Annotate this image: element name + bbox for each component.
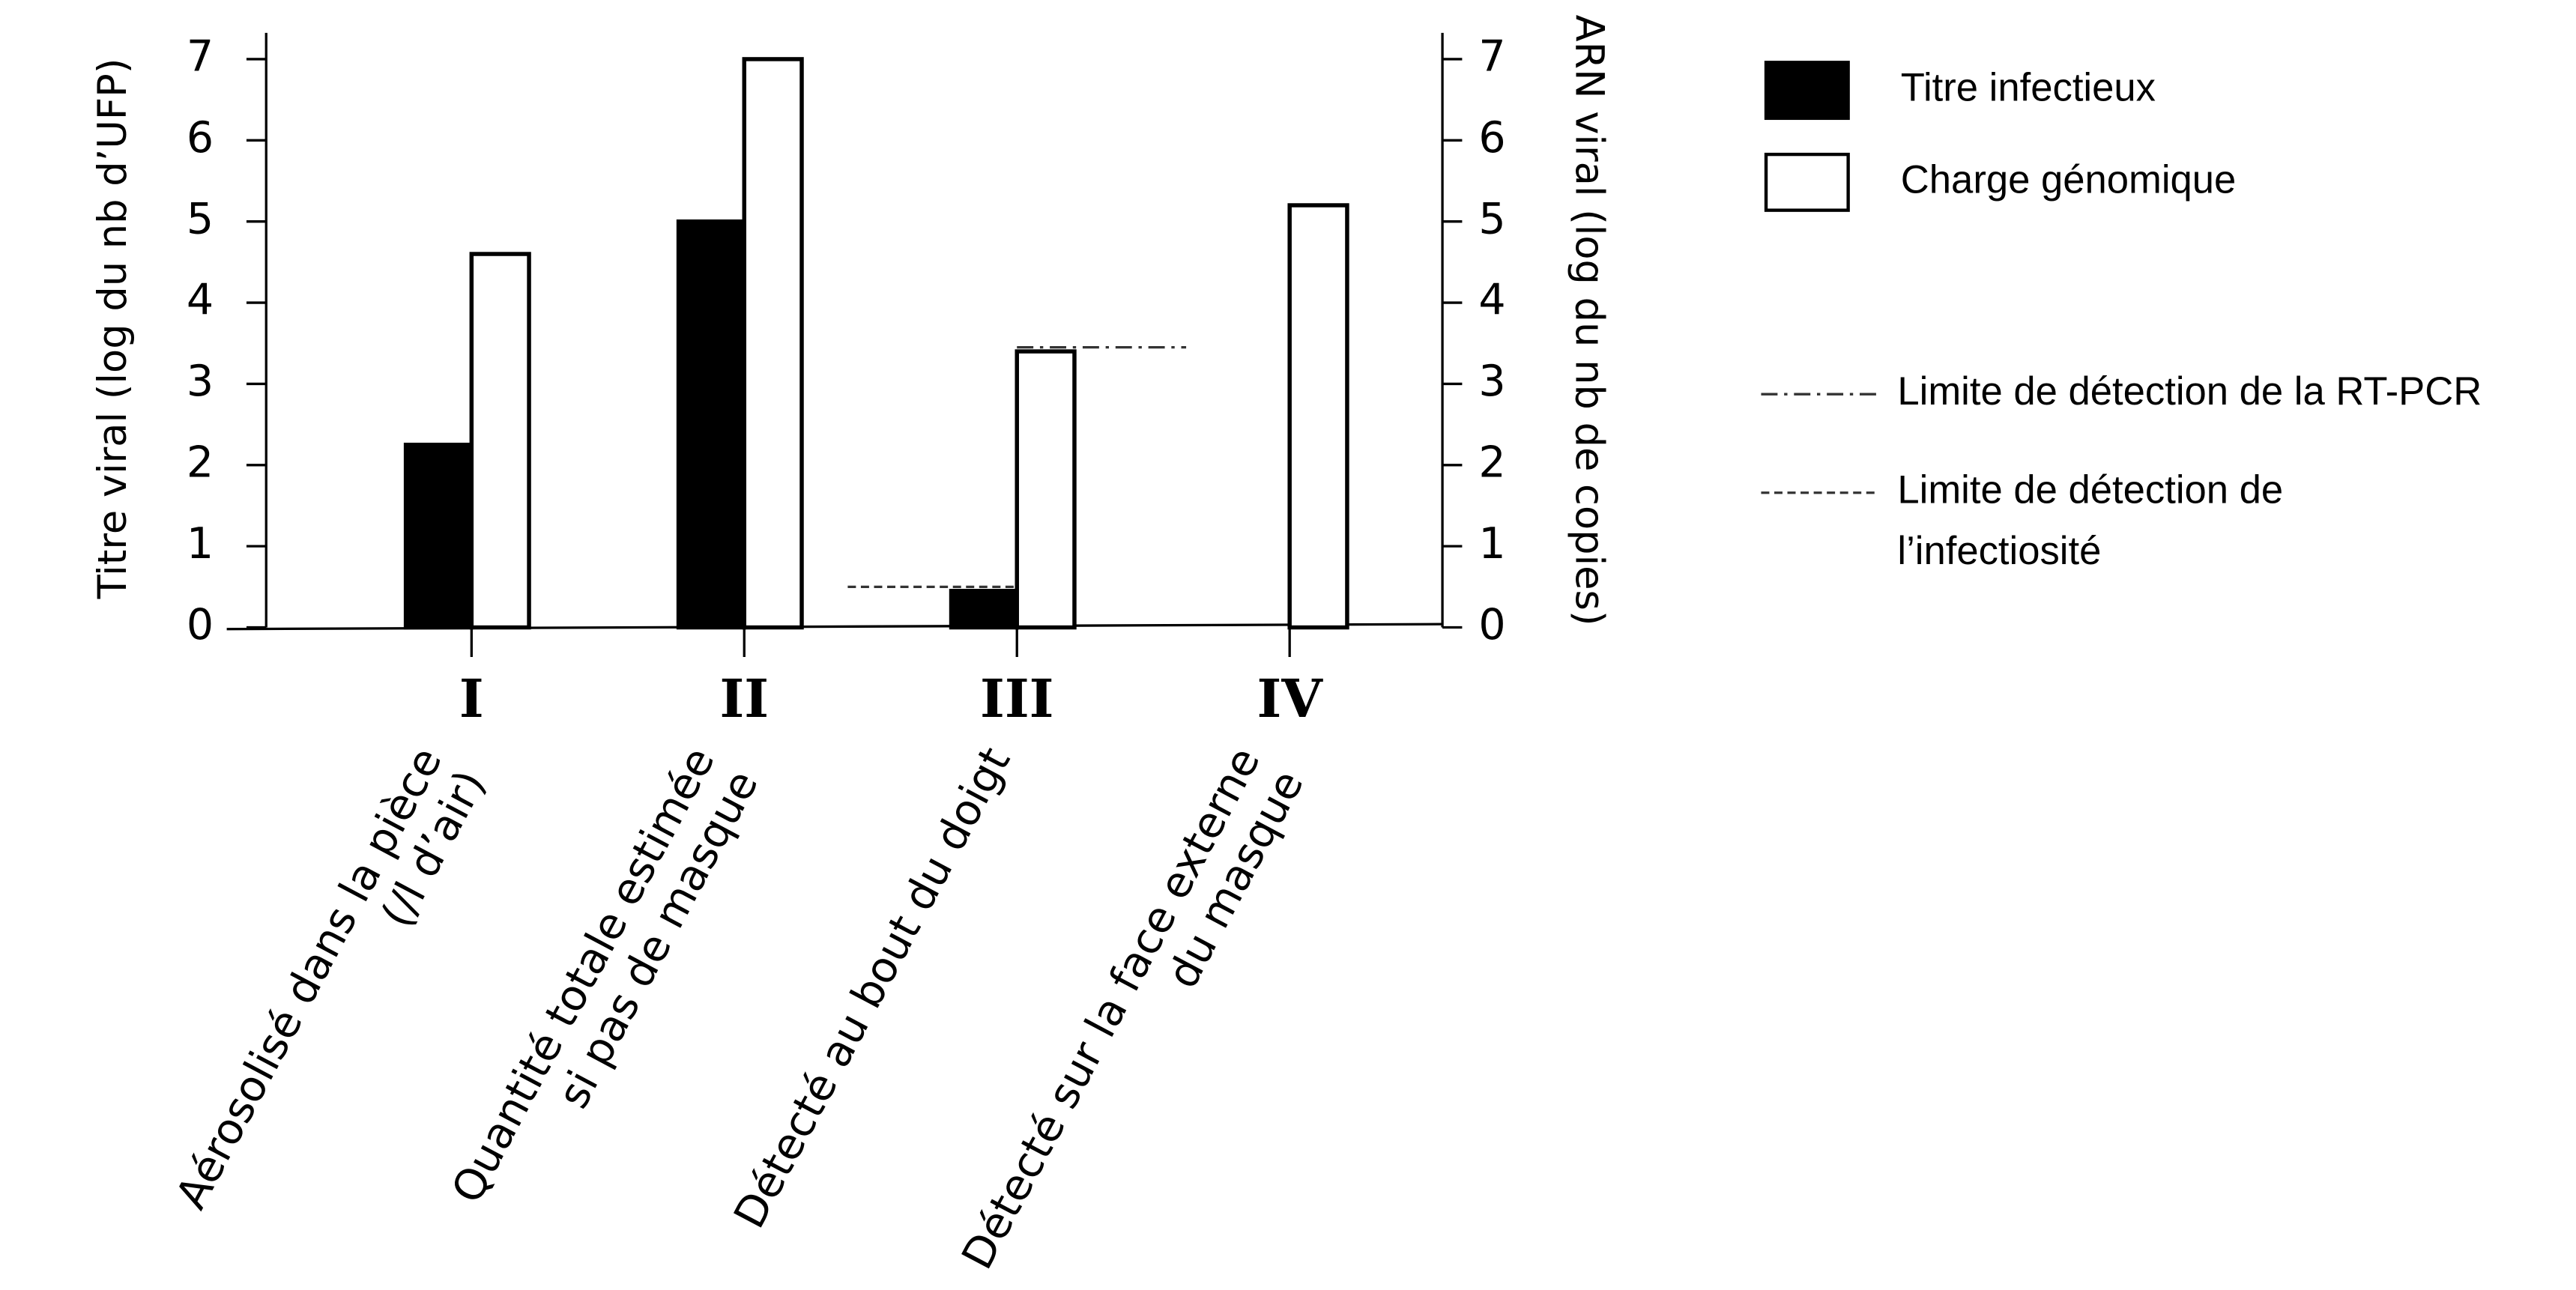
category-description-line: Détecté sur la face externe	[952, 739, 1269, 1277]
y2-axis-title: ARN viral (log du nb de copies)	[1566, 15, 1612, 626]
y-axis-title: Titre viral (log du nb d’UFP)	[90, 58, 136, 600]
bar	[1015, 349, 1077, 630]
y2-tick-label: 5	[1478, 194, 1505, 243]
y2-tick-label: 0	[1478, 600, 1505, 649]
x-tick-label: IV	[1257, 667, 1324, 730]
legend-label: Titre infectieux	[1901, 65, 2156, 109]
legend-label: l’infectiosité	[1897, 529, 2101, 573]
y2-tick-label: 6	[1478, 113, 1505, 163]
legend-label: Charge génomique	[1901, 157, 2237, 202]
bar	[949, 589, 1019, 630]
y2-tick-label: 1	[1478, 519, 1505, 569]
category-description: Détecté au bout du doigt	[725, 739, 1020, 1236]
bar	[469, 252, 531, 630]
legend-swatch	[1764, 152, 1850, 212]
bar	[1287, 203, 1349, 630]
legend-swatch	[1764, 61, 1850, 121]
category-description: Aérosolisé dans la pièce(/l d’air)	[166, 739, 495, 1217]
bar	[742, 57, 804, 630]
legend-label: Limite de détection de	[1897, 468, 2283, 512]
y-tick-label: 3	[187, 357, 214, 406]
y-tick-label: 4	[187, 276, 214, 325]
y-tick-label: 7	[187, 32, 214, 82]
y2-tick-label: 4	[1478, 276, 1505, 325]
y-tick-label: 0	[187, 600, 214, 649]
x-tick-label: II	[719, 667, 769, 730]
y2-tick-label: 7	[1478, 32, 1505, 82]
y2-tick-label: 2	[1478, 437, 1505, 487]
y-tick-label: 1	[187, 519, 214, 569]
category-description-line: Détecté au bout du doigt	[725, 739, 1020, 1236]
bar	[403, 442, 474, 630]
bar	[676, 219, 747, 630]
y-tick-label: 5	[187, 194, 214, 243]
y-tick-label: 2	[187, 437, 214, 487]
category-description-line: Quantité totale estimée	[442, 739, 725, 1211]
x-tick-label: III	[980, 667, 1053, 730]
x-tick-label: I	[459, 667, 484, 730]
y2-tick-label: 3	[1478, 357, 1505, 406]
category-description-line: Aérosolisé dans la pièce	[166, 739, 452, 1217]
legend-label: Limite de détection de la RT-PCR	[1897, 369, 2482, 414]
y-tick-label: 6	[187, 113, 214, 163]
